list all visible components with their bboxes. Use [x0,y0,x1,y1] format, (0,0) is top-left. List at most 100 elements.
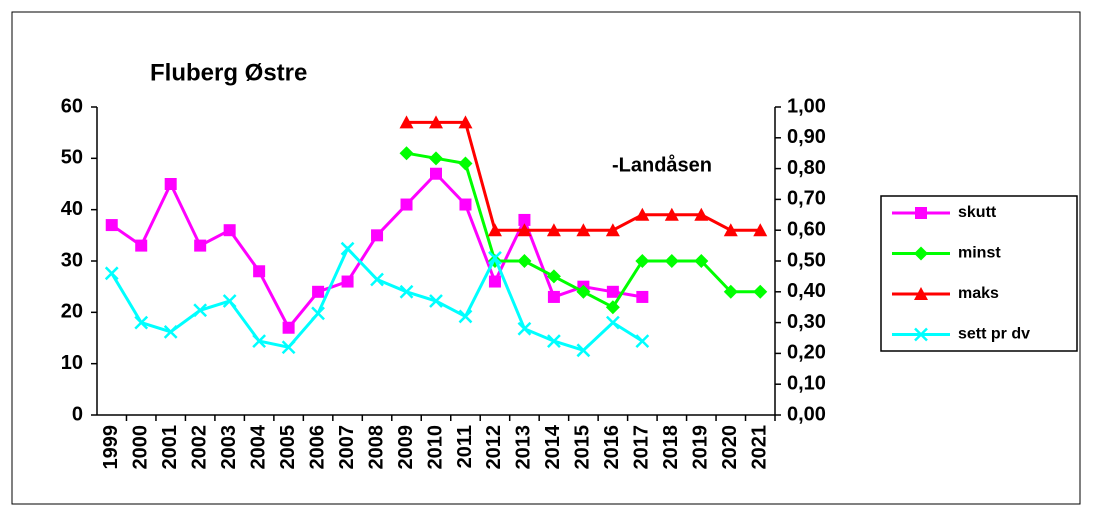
marker-square [488,275,501,288]
marker-square [518,213,531,226]
marker-square [547,290,560,303]
x-tick-label: 2007 [336,425,358,470]
marker-square [371,229,384,242]
marker-square [312,285,325,298]
x-tick-label: 2011 [454,425,476,468]
marker-square [164,178,177,190]
marker-square [105,219,118,232]
marker-square [430,167,442,180]
marker-x [547,334,561,348]
marker-x [488,251,502,265]
marker-diamond [429,151,443,166]
marker-triangle [487,223,502,237]
marker-triangle [635,207,650,221]
legend-marker [914,287,928,300]
x-tick-label: 2001 [159,425,181,470]
marker-diamond [546,269,561,284]
marker-square [194,239,207,252]
marker-diamond [458,156,473,171]
marker-diamond [694,254,709,268]
marker-x [605,315,620,330]
marker-x [222,294,237,308]
marker-triangle [753,223,768,237]
marker-triangle [694,207,709,221]
marker-x [311,306,325,321]
y-tick-label: 20 [61,301,83,323]
x-tick-label: 2009 [395,425,417,470]
marker-x [429,294,443,308]
x-tick-label: 2016 [601,425,623,470]
y2-tick-label: 0,90 [787,126,826,148]
x-tick-label: 2017 [631,425,653,470]
legend-marker [914,246,928,261]
marker-square [282,321,295,334]
marker-x [193,303,208,318]
legend-label: skutt [958,204,997,221]
y2-tick-label: 0,50 [787,249,826,271]
y-tick-label: 0 [72,403,83,425]
annotation: -Landåsen [612,153,712,176]
marker-diamond [723,284,738,299]
marker-x [370,272,384,287]
x-tick-label: 2019 [690,425,712,470]
marker-diamond [753,284,768,299]
y2-tick-label: 0,20 [787,342,826,364]
x-tick-label: 2014 [542,424,564,469]
marker-square [400,198,413,211]
marker-square [223,224,236,237]
marker-x [163,324,178,339]
marker-diamond [517,254,532,268]
x-tick-label: 2004 [247,424,269,469]
y2-tick-label: 0,00 [787,403,826,425]
y2-tick-label: 0,70 [787,188,826,210]
y2-tick-label: 0,60 [787,218,826,240]
y2-tick-label: 0,10 [787,372,826,394]
marker-triangle [546,223,561,237]
x-tick-label: 1999 [100,425,122,470]
x-tick-label: 2003 [218,425,240,470]
x-tick-label: 2000 [129,425,151,470]
marker-x [252,334,267,348]
x-tick-label: 2018 [660,425,682,470]
marker-triangle [576,223,591,237]
legend-marker [915,207,927,219]
marker-x [576,343,591,358]
marker-x [458,309,473,324]
x-tick-label: 2005 [277,425,299,470]
y2-tick-label: 0,30 [787,311,826,333]
marker-square [341,275,354,288]
x-tick-label: 2021 [749,425,771,470]
marker-triangle [664,207,679,221]
marker-x [399,284,414,299]
x-tick-label: 2006 [306,425,328,470]
legend-box [880,195,1078,352]
y2-tick-label: 0,80 [787,157,826,179]
marker-square [459,198,472,211]
marker-triangle [458,115,473,129]
x-tick-label: 2015 [572,425,594,470]
legend-label: minst [958,245,1001,262]
marker-x [517,321,532,336]
y2-tick-label: 1,00 [787,95,826,117]
marker-triangle [429,115,443,129]
y-tick-label: 60 [61,95,83,117]
marker-x [281,340,296,355]
marker-x [104,266,119,281]
marker-x [340,241,355,256]
legend-marker [914,327,928,342]
y2-tick-label: 0,40 [787,280,826,302]
y-tick-label: 50 [61,147,83,169]
marker-square [606,285,619,298]
x-tick-label: 2002 [188,425,210,470]
marker-triangle [399,115,414,129]
marker-diamond [576,284,591,299]
marker-triangle [517,223,532,237]
x-tick-label: 2008 [365,425,387,470]
x-tick-label: 2010 [424,425,446,470]
x-tick-label: 2013 [513,425,535,470]
x-tick-label: 2012 [483,425,505,470]
legend-label: sett pr dv [958,326,1030,343]
marker-diamond [635,254,650,268]
